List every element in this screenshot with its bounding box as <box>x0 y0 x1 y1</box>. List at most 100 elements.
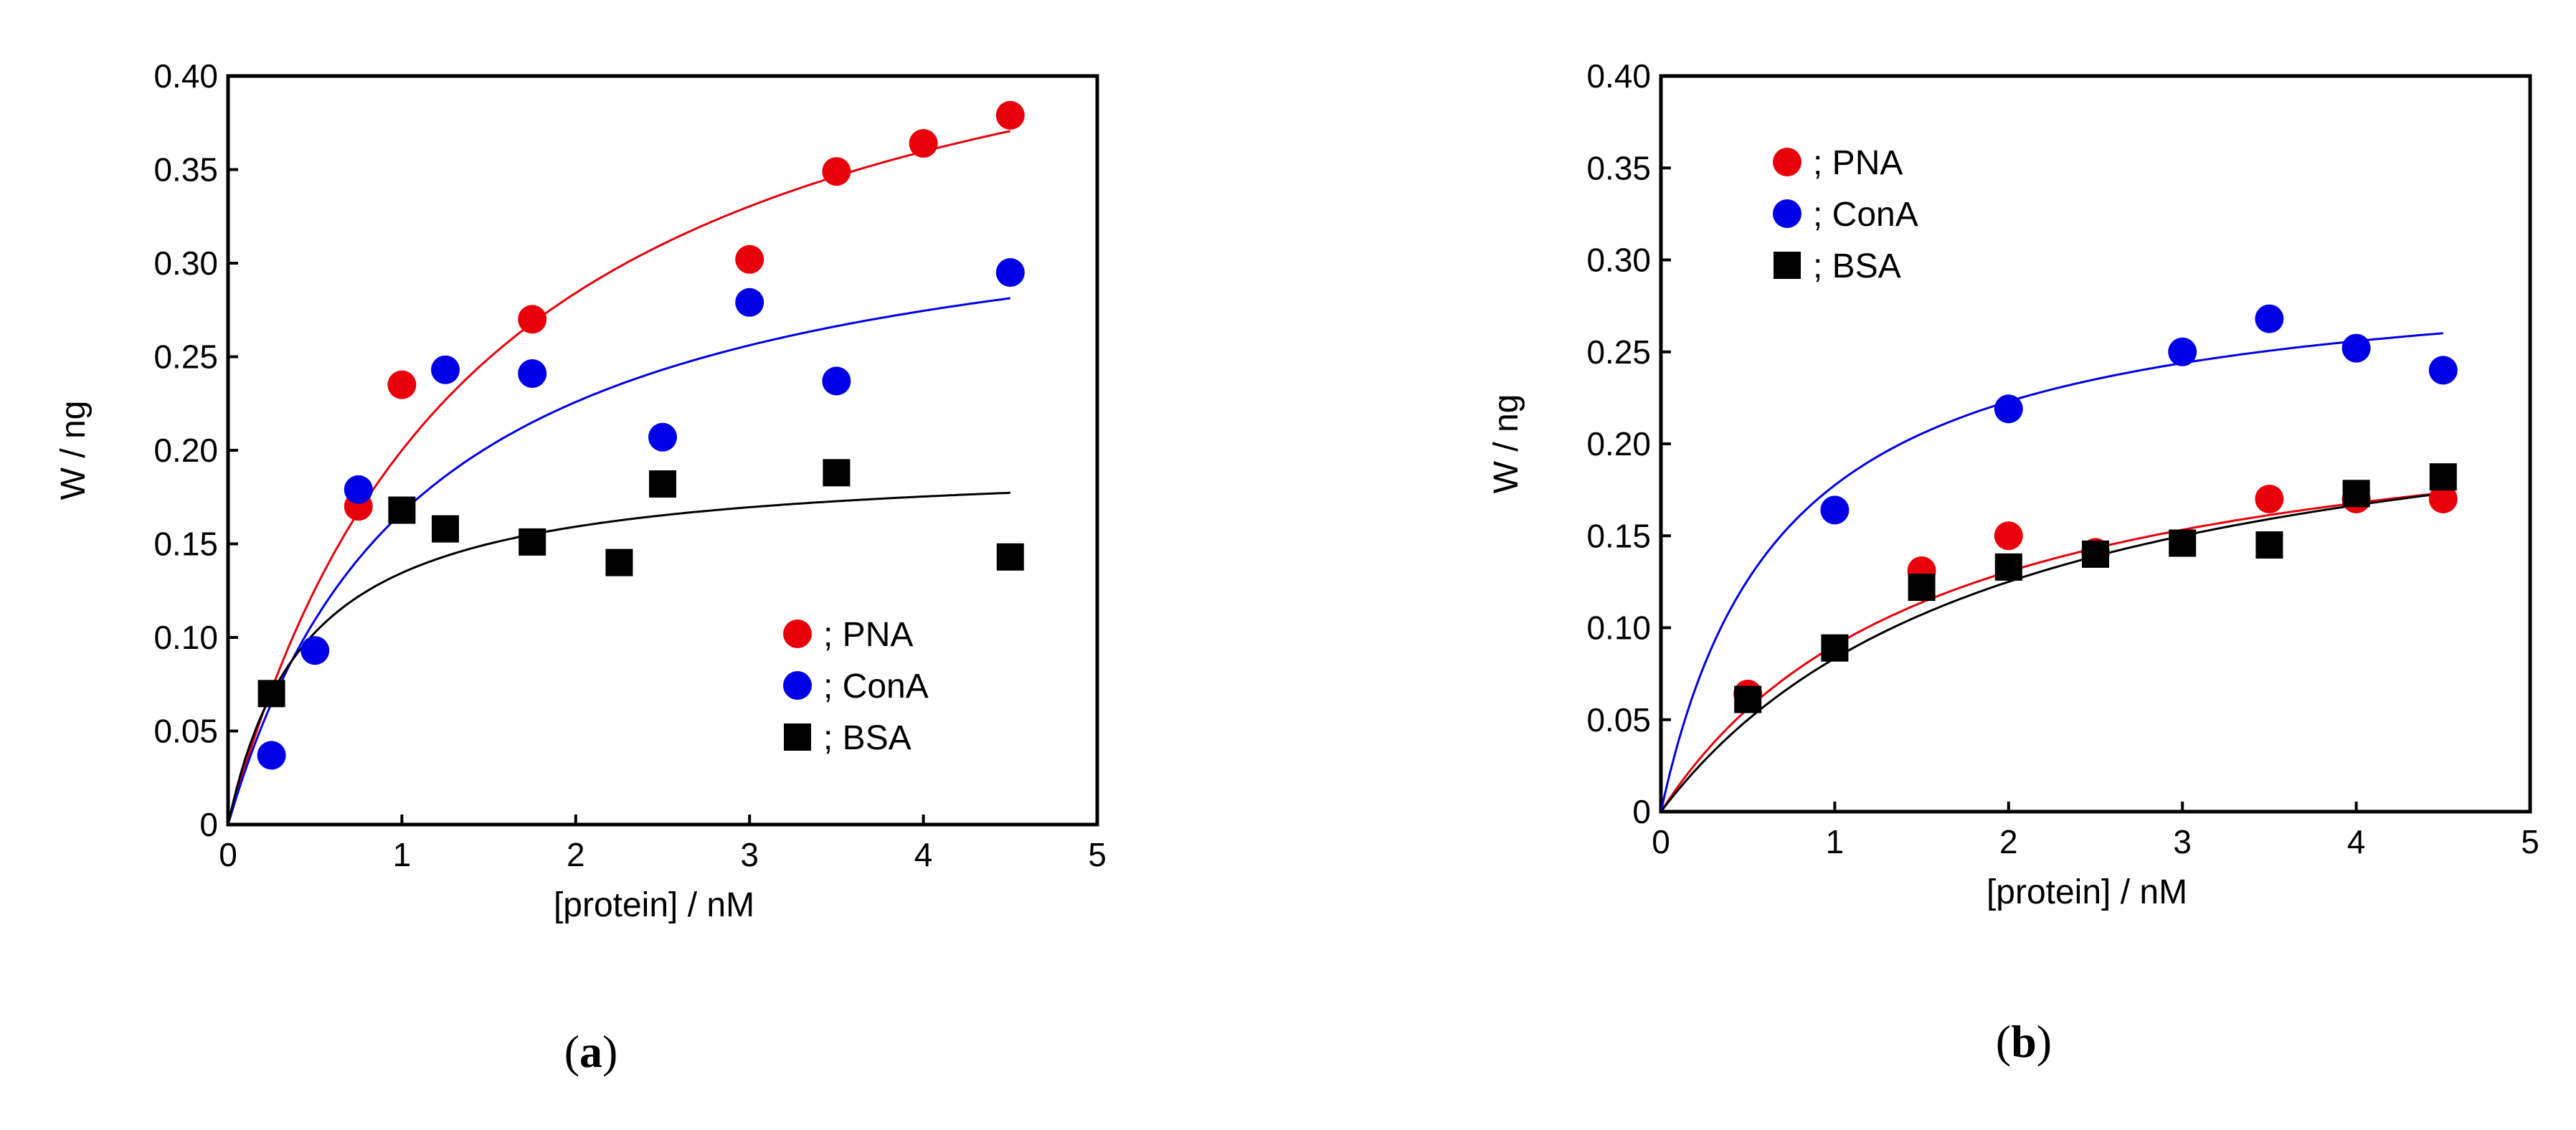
legend-marker <box>1773 148 1801 176</box>
legend-marker <box>784 723 811 751</box>
data-point-circle <box>518 359 547 388</box>
data-point-square <box>823 459 851 487</box>
x-tick-label: 1 <box>393 836 412 873</box>
y-tick-label: 0.15 <box>1586 517 1651 554</box>
y-tick-label: 0.10 <box>1586 609 1651 647</box>
y-tick-label: 0.15 <box>153 526 218 563</box>
y-tick-label: 0.35 <box>153 151 218 189</box>
data-point-circle <box>518 305 547 334</box>
y-tick-label: 0.25 <box>153 338 218 376</box>
plot-frame <box>1659 74 2532 814</box>
fit-curve-2 <box>227 491 1010 825</box>
data-point-circle <box>2428 356 2458 385</box>
data-point-circle <box>2255 304 2284 333</box>
data-point-circle <box>431 355 460 384</box>
legend-marker <box>1774 252 1801 279</box>
x-tick-label: 3 <box>2173 823 2192 860</box>
panel-label-open: ( <box>564 1026 579 1077</box>
x-tick-label: 0 <box>1652 823 1670 860</box>
data-point-square <box>1908 574 1936 602</box>
y-axis-label: W / ng <box>55 401 93 500</box>
x-tick-label: 1 <box>1826 823 1845 860</box>
chart-panel-a: 0 1 2 3 4 5 0 0.05 0.10 0.15 0.20 0.25 0.30 0.35 0.40 [… <box>55 57 1107 1077</box>
chart-panel-b: 0 1 2 3 4 5 0 0.05 0.10 0.15 0.20 0.25 0.30 0.35 0.40 [… <box>1487 57 2539 1067</box>
legend-label: ; ConA <box>823 668 929 706</box>
panel-label-letter: a <box>579 1026 602 1077</box>
x-tick-label: 4 <box>914 836 933 873</box>
data-point-circle <box>909 128 938 158</box>
data-point-circle <box>822 157 851 186</box>
fit-curve-1 <box>1659 332 2443 812</box>
y-tick-label: 0.20 <box>153 432 218 469</box>
data-point-square <box>432 515 459 543</box>
x-axis-label: [protein] / nM <box>1987 873 2187 911</box>
legend-label: ; BSA <box>1813 247 1901 285</box>
legend-label: ; BSA <box>823 719 911 757</box>
y-tick-label: 0 <box>199 806 218 843</box>
data-point-circle <box>300 636 330 665</box>
panel-label-close: ) <box>2037 1016 2052 1067</box>
fit-curve-1 <box>227 297 1010 825</box>
data-point-circle <box>2168 337 2197 366</box>
data-point-square <box>518 528 546 556</box>
x-tick-label: 5 <box>2521 823 2539 860</box>
x-axis-label: [protein] / nM <box>554 886 754 924</box>
data-point-circle <box>735 244 764 274</box>
x-tick-label: 2 <box>1999 823 2018 860</box>
data-point-square <box>649 470 676 498</box>
y-axis-label: W / ng <box>1487 394 1525 494</box>
panel-label-letter: b <box>2011 1016 2037 1067</box>
data-point-circle <box>995 100 1025 130</box>
data-point-circle <box>995 258 1025 288</box>
y-tick-label: 0.35 <box>1586 149 1651 186</box>
data-point-circle <box>257 741 286 770</box>
data-point-circle <box>2255 484 2284 513</box>
x-tick-label: 2 <box>567 836 585 873</box>
data-point-circle <box>1994 394 2023 424</box>
x-tick-label: 5 <box>1088 836 1107 873</box>
y-tick-label: 0.05 <box>1586 701 1651 739</box>
panel-label: (a) <box>564 1026 618 1077</box>
panel-label: (b) <box>1996 1016 2052 1067</box>
data-point-square <box>2429 463 2457 491</box>
legend-marker <box>783 671 812 700</box>
legend-marker <box>1773 199 1801 228</box>
x-tick-label: 0 <box>219 836 237 873</box>
data-point-square <box>2082 540 2109 568</box>
fit-curve-0 <box>1659 491 2443 812</box>
data-point-square <box>2255 531 2283 559</box>
panel-label-close: ) <box>602 1026 617 1077</box>
data-point-square <box>996 543 1024 571</box>
data-point-circle <box>1820 495 1850 525</box>
data-point-circle <box>735 288 764 317</box>
data-point-square <box>257 680 285 708</box>
y-tick-label: 0.40 <box>1586 57 1651 95</box>
data-point-square <box>1994 553 2022 581</box>
legend-label: ; ConA <box>1813 196 1918 234</box>
data-point-circle <box>1994 521 2023 551</box>
y-tick-label: 0.30 <box>1586 242 1651 279</box>
data-point-square <box>2342 480 2370 508</box>
y-tick-label: 0.10 <box>153 619 218 656</box>
y-tick-label: 0.20 <box>1586 425 1651 462</box>
x-tick-label: 3 <box>740 836 759 873</box>
data-point-square <box>388 496 416 524</box>
legend-label: ; PNA <box>823 616 913 654</box>
data-point-circle <box>648 422 677 452</box>
data-point-circle <box>387 370 417 399</box>
data-point-square <box>1821 634 1849 662</box>
panel-label-open: ( <box>1996 1016 2011 1067</box>
y-tick-label: 0.30 <box>153 244 218 282</box>
data-point-square <box>2169 529 2197 557</box>
data-point-square <box>1734 685 1762 713</box>
fit-curve-2 <box>1659 492 2443 812</box>
legend-label: ; PNA <box>1813 144 1903 182</box>
x-tick-label: 4 <box>2347 823 2366 860</box>
y-tick-label: 0.40 <box>153 57 218 95</box>
y-tick-label: 0.05 <box>153 713 218 750</box>
y-tick-label: 0 <box>1632 793 1651 830</box>
y-tick-label: 0.25 <box>1586 333 1651 371</box>
data-point-circle <box>344 475 373 504</box>
legend-marker <box>783 619 812 648</box>
